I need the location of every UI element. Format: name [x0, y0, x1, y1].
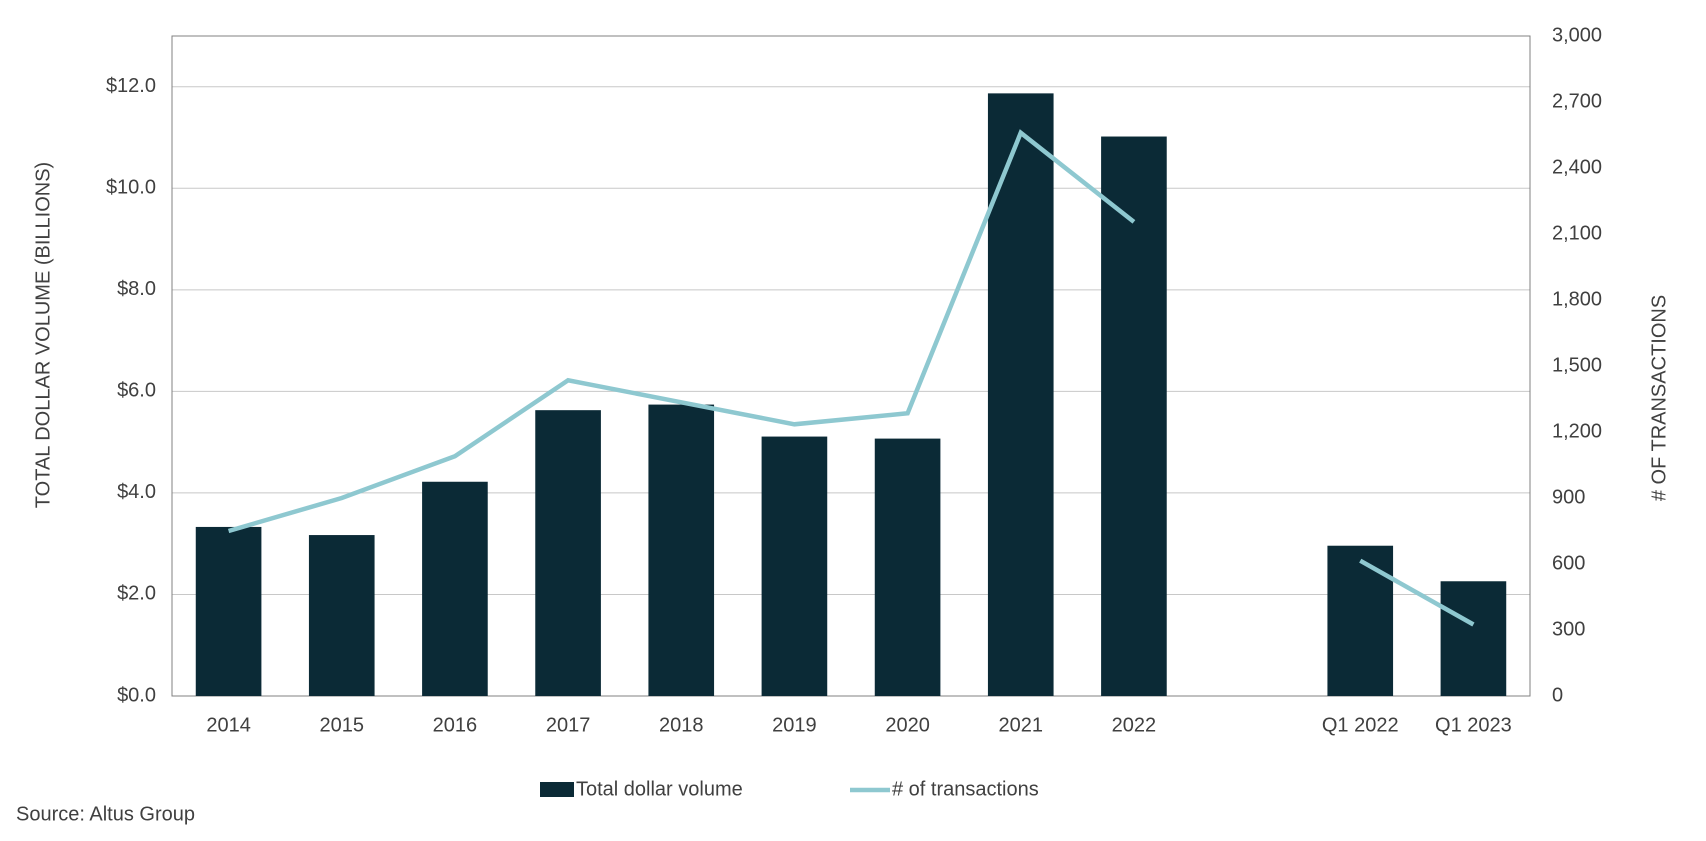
x-tick-label: Q1 2022: [1322, 714, 1399, 736]
legend-label: Total dollar volume: [576, 778, 743, 800]
line: [227, 129, 1475, 627]
y2-tick-label: 600: [1552, 552, 1585, 574]
bar: [535, 410, 601, 696]
x-tick-label: 2018: [659, 714, 704, 736]
y-tick-label: $2.0: [117, 583, 156, 605]
bar: [1440, 581, 1507, 696]
bar: [422, 481, 488, 696]
x-tick-label: 2019: [772, 714, 817, 736]
x-tick-label: Q1 2023: [1435, 714, 1512, 736]
y-tick-label: $6.0: [117, 380, 156, 402]
y2-tick-label: 300: [1552, 618, 1585, 640]
y2-tick-label: 1,500: [1552, 354, 1602, 376]
x-tick-label: 2022: [1112, 714, 1157, 736]
bar: [195, 526, 262, 696]
bar: [648, 404, 715, 696]
y2-axis-title: # OF TRANSACTIONS: [1648, 295, 1670, 501]
y-tick-label: $0.0: [117, 684, 156, 706]
y-tick-label: $10.0: [106, 177, 156, 199]
bar: [1101, 136, 1167, 696]
source: Source: Altus Group: [16, 803, 195, 825]
y-axis-title: TOTAL DOLLAR VOLUME (BILLIONS): [32, 162, 54, 508]
y-tick-label: $12.0: [106, 75, 156, 97]
bar: [987, 93, 1054, 696]
y2-tick-label: 2,700: [1552, 90, 1602, 112]
bar: [308, 535, 375, 696]
y2-tick-label: 3,000: [1552, 24, 1602, 46]
plot-frame: [171, 35, 1531, 697]
x-tick-label: 2021: [999, 714, 1044, 736]
y-tick-label: $8.0: [117, 278, 156, 300]
y2-tick-label: 900: [1552, 486, 1585, 508]
bar: [1327, 545, 1394, 696]
y2-tick-label: 1,800: [1552, 288, 1602, 310]
legend-swatch: [540, 782, 574, 797]
y2-tick-label: 2,100: [1552, 222, 1602, 244]
x-tick-label: 2015: [320, 714, 365, 736]
x-tick-label: 2020: [885, 714, 930, 736]
bar: [761, 436, 828, 696]
y-tick-label: $4.0: [117, 481, 156, 503]
y2-tick-label: 1,200: [1552, 420, 1602, 442]
y2-tick-label: 0: [1552, 684, 1563, 706]
x-tick-label: 2016: [433, 714, 478, 736]
legend-label: # of transactions: [892, 778, 1039, 800]
x-tick-label: 2014: [206, 714, 251, 736]
x-tick-label: 2017: [546, 714, 591, 736]
bar: [874, 438, 941, 696]
y2-tick-label: 2,400: [1552, 156, 1602, 178]
